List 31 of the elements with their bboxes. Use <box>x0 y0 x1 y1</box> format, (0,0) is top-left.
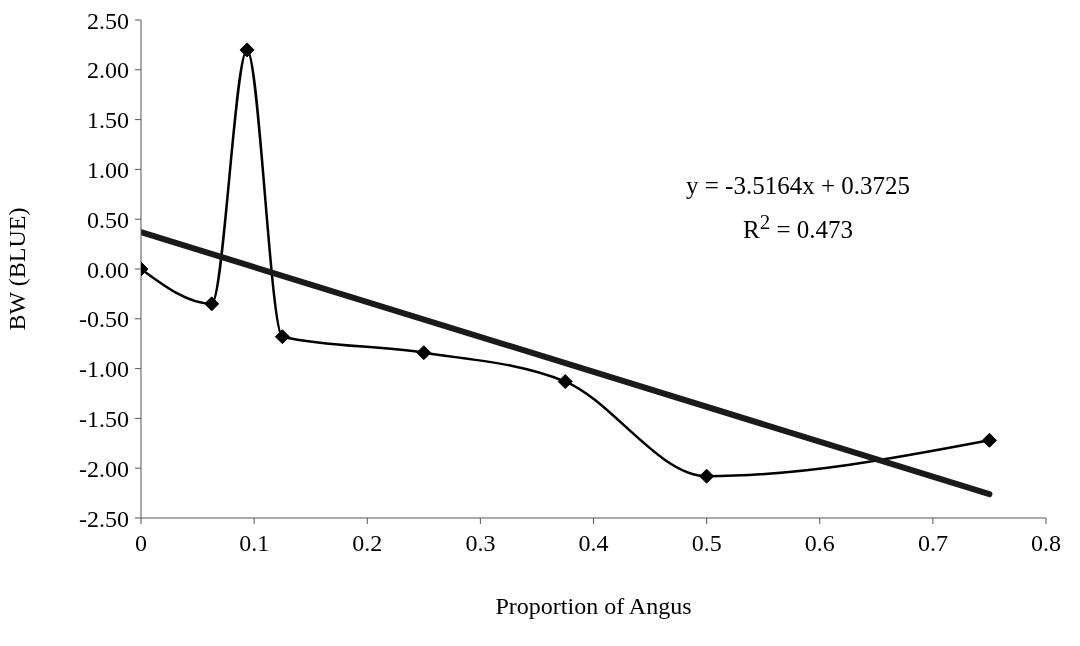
y-tick-label: 0.00 <box>87 256 129 283</box>
x-tick-label: 0.7 <box>917 530 948 557</box>
y-tick-label: -0.50 <box>79 306 129 333</box>
point <box>699 468 715 484</box>
x-tick-label: 0.6 <box>804 530 835 557</box>
x-tick-label: 0.4 <box>578 530 609 557</box>
y-tick-label: -2.50 <box>79 505 129 532</box>
point <box>239 42 255 58</box>
y-axis-title: BW (BLUE) <box>3 207 30 331</box>
point <box>416 345 432 361</box>
y-tick-label: 2.00 <box>87 57 129 84</box>
x-tick-label: 0.3 <box>465 530 496 557</box>
y-tick-label: 1.00 <box>87 156 129 183</box>
y-tick-label: 1.50 <box>87 107 129 134</box>
y-tick-label: -1.50 <box>79 405 129 432</box>
y-tick-label: -2.00 <box>79 455 129 482</box>
x-tick-label: 0 <box>135 530 147 557</box>
y-tick-label: 0.50 <box>87 206 129 233</box>
x-tick-label: 0.1 <box>239 530 270 557</box>
point <box>557 374 573 390</box>
point <box>981 432 997 448</box>
y-tick-label: -1.00 <box>79 356 129 383</box>
y-tick-label: 2.50 <box>87 7 129 34</box>
annotation: R$^{2}$ = 0.473 <box>742 209 854 246</box>
x-axis-title: Proportion of Angus <box>495 593 692 619</box>
x-tick-label: 0.5 <box>691 530 722 557</box>
annotation: y = -3.5164x + 0.3725 <box>685 171 911 201</box>
point <box>274 329 290 345</box>
x-tick-label: 0.2 <box>352 530 383 557</box>
point <box>204 296 220 312</box>
x-tick-label: 0.8 <box>1031 530 1061 557</box>
